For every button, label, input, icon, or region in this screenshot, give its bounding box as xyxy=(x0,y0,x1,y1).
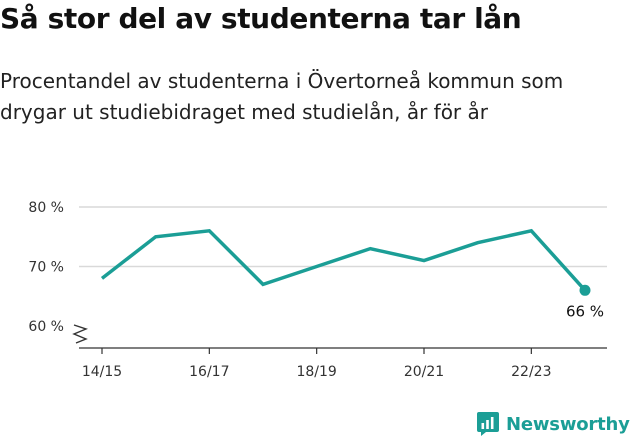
y-tick-label: 70 % xyxy=(28,260,64,276)
series-layer: 66 % xyxy=(100,228,604,320)
gridlines xyxy=(79,206,607,268)
series-line xyxy=(100,228,587,292)
y-axis-ticks: 80 % 70 % 60 % xyxy=(28,200,88,344)
x-tick-label: 18/19 xyxy=(296,364,336,380)
axis-break-icon xyxy=(72,324,88,344)
x-tick-label: 16/17 xyxy=(189,364,229,380)
end-point-dot xyxy=(579,284,591,296)
newsworthy-logo-icon xyxy=(477,412,499,436)
y-tick-label: 80 % xyxy=(28,200,64,216)
brand-name: Newsworthy xyxy=(506,413,630,435)
x-tick-label: 22/23 xyxy=(511,364,551,380)
x-tick-label: 14/15 xyxy=(82,364,122,380)
chart-subtitle: Procentandel av studenterna i Övertorneå… xyxy=(0,69,564,124)
x-axis-ticks: 14/15 16/17 18/19 20/21 22/23 xyxy=(82,348,552,380)
end-value-label: 66 % xyxy=(566,302,604,320)
y-tick-label: 60 % xyxy=(28,319,64,335)
chart-title: Så stor del av studenterna tar lån xyxy=(0,2,522,35)
newsworthy-brand: Newsworthy xyxy=(476,410,630,438)
x-tick-label: 20/21 xyxy=(404,364,444,380)
